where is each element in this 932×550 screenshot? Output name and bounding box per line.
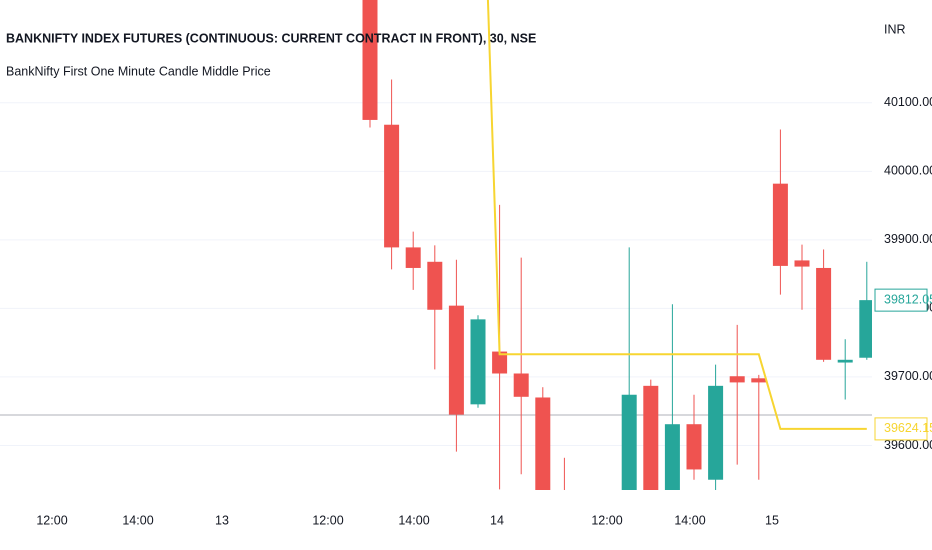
- candle-body: [643, 385, 659, 490]
- indicator-legend: BankNifty First One Minute Candle Middle…: [6, 64, 271, 78]
- x-tick-label: 14:00: [398, 513, 429, 527]
- candle-body: [384, 124, 400, 248]
- chart-title: BANKNIFTY INDEX FUTURES (CONTINUOUS: CUR…: [6, 31, 536, 45]
- plot: [362, 0, 872, 490]
- candle-body: [664, 424, 680, 490]
- y-tick-label: 39900.00: [884, 232, 932, 246]
- y-tick-label: 39700.00: [884, 369, 932, 383]
- axes: 39600.0039700.0039800.0039900.0040000.00…: [36, 95, 932, 527]
- candle-body: [859, 300, 872, 358]
- x-tick-label: 12:00: [591, 513, 622, 527]
- x-tick-label: 15: [765, 513, 779, 527]
- x-tick-label: 14: [490, 513, 504, 527]
- x-tick-label: 14:00: [674, 513, 705, 527]
- candle-body: [751, 378, 767, 383]
- x-tick-label: 13: [215, 513, 229, 527]
- candle-body: [405, 247, 421, 268]
- candle-body: [427, 261, 443, 310]
- candle-body: [772, 183, 788, 266]
- candle-body: [470, 319, 486, 405]
- candle-body: [621, 394, 637, 490]
- candle-body: [448, 305, 464, 415]
- y-tick-label: 40000.00: [884, 164, 932, 178]
- candle-body: [535, 397, 551, 490]
- y-tick-label: 40100.00: [884, 95, 932, 109]
- candle-body: [837, 359, 853, 363]
- x-tick-label: 12:00: [312, 513, 343, 527]
- indicator-price-label: 39624.15: [884, 421, 932, 435]
- candle-body: [794, 260, 810, 267]
- candle-body: [729, 376, 745, 383]
- candle-body: [492, 351, 508, 374]
- indicator-line: [486, 0, 867, 430]
- last-price-label: 39812.05: [884, 292, 932, 306]
- last-price-box: [874, 288, 928, 312]
- y-tick-label: 39600.00: [884, 438, 932, 452]
- candle-body: [816, 267, 832, 360]
- candle-body: [686, 424, 702, 470]
- candle-body: [362, 0, 378, 120]
- x-tick-label: 12:00: [36, 513, 67, 527]
- currency-label: INR: [884, 22, 906, 36]
- candle-body: [513, 373, 529, 397]
- x-tick-label: 14:00: [122, 513, 153, 527]
- candle-body: [708, 385, 724, 480]
- indicator-price-box: [874, 417, 928, 441]
